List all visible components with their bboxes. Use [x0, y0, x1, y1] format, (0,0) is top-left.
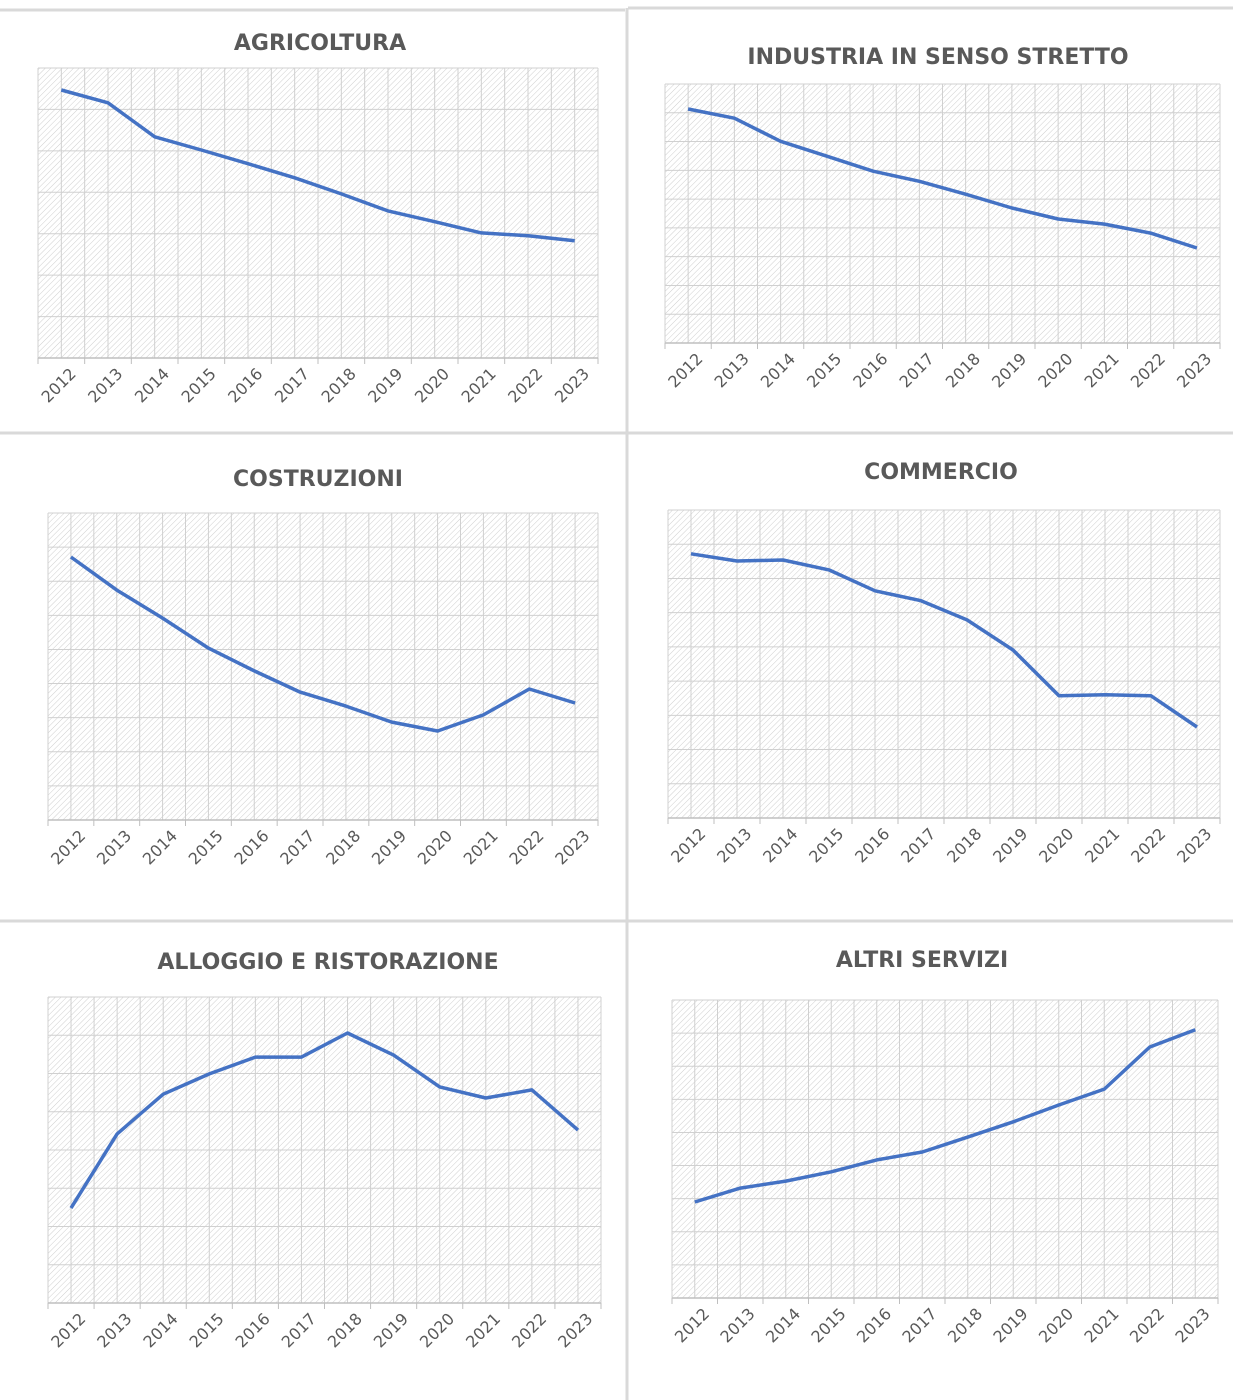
- x-tick-label: 2015: [807, 1304, 849, 1346]
- x-tick-label: 2015: [805, 824, 847, 866]
- line-series: [690, 552, 1198, 729]
- x-tick-label: 2014: [762, 1304, 804, 1346]
- x-tick-label: 2016: [232, 1309, 274, 1351]
- x-tick-label: 2017: [897, 824, 939, 866]
- x-tick-label: 2014: [759, 824, 801, 866]
- x-tick-label: 2022: [508, 1309, 550, 1351]
- x-tick-label: 2018: [942, 349, 984, 391]
- x-tick-label: 2013: [93, 826, 135, 868]
- x-tick-label: 2013: [716, 1304, 758, 1346]
- x-tick-label: 2017: [898, 1304, 940, 1346]
- x-tick-label: 2021: [458, 364, 500, 406]
- chart: COMMERCIO 2012 2013 2014 2015 2016 2017 2018 201…: [667, 460, 1221, 866]
- x-tick-label: 2019: [370, 1309, 412, 1351]
- x-tick-label: 2013: [93, 1309, 135, 1351]
- x-tick-label: 2012: [47, 1309, 89, 1351]
- x-tick-label: 2023: [1171, 1304, 1213, 1346]
- chart-title: ALLOGGIO E RISTORAZIONE: [157, 950, 498, 975]
- x-tick-label: 2019: [368, 826, 410, 868]
- x-tick-label: 2023: [551, 826, 593, 868]
- x-tick-label: 2017: [271, 364, 313, 406]
- chart-title: AGRICOLTURA: [234, 31, 406, 56]
- x-tick-label: 2016: [851, 824, 893, 866]
- x-tick-label: 2022: [504, 364, 546, 406]
- x-tick-label: 2023: [551, 364, 593, 406]
- x-tick-label: 2014: [139, 1309, 181, 1351]
- x-tick-label: 2012: [47, 826, 89, 868]
- x-tick-label: 2012: [38, 364, 80, 406]
- x-tick-label: 2023: [1173, 824, 1215, 866]
- x-tick-label: 2015: [185, 1309, 227, 1351]
- x-tick-label: 2019: [364, 364, 406, 406]
- x-tick-label: 2017: [896, 349, 938, 391]
- x-tick-label: 2013: [713, 824, 755, 866]
- x-tick-label: 2018: [943, 824, 985, 866]
- x-tick-label: 2022: [1127, 824, 1169, 866]
- x-tick-label: 2019: [988, 349, 1030, 391]
- x-tick-label: 2017: [276, 826, 318, 868]
- x-tick-label: 2020: [1035, 824, 1077, 866]
- line-series: [69, 555, 576, 733]
- x-tick-label: 2020: [1034, 349, 1076, 391]
- x-tick-label: 2016: [230, 826, 272, 868]
- x-tick-label: 2014: [757, 349, 799, 391]
- x-tick-label: 2021: [1080, 1304, 1122, 1346]
- x-tick-label: 2015: [185, 826, 227, 868]
- x-tick-label: 2020: [414, 826, 456, 868]
- x-tick-label: 2022: [505, 826, 547, 868]
- x-tick-label: 2014: [131, 364, 173, 406]
- x-tick-label: 2021: [1081, 824, 1123, 866]
- line-series: [694, 1028, 1196, 1204]
- x-tick-label: 2012: [671, 1304, 713, 1346]
- x-tick-label: 2015: [803, 349, 845, 391]
- x-tick-label: 2019: [989, 824, 1031, 866]
- x-tick-label: 2013: [84, 364, 126, 406]
- x-tick-label: 2018: [944, 1304, 986, 1346]
- x-tick-label: 2017: [278, 1309, 320, 1351]
- x-tick-label: 2016: [224, 364, 266, 406]
- x-tick-label: 2022: [1126, 1304, 1168, 1346]
- x-tick-label: 2020: [1035, 1304, 1077, 1346]
- x-tick-label: 2016: [853, 1304, 895, 1346]
- line-series: [69, 1031, 580, 1210]
- x-tick-label: 2021: [460, 826, 502, 868]
- x-tick-label: 2018: [324, 1309, 366, 1351]
- x-tick-label: 2022: [1127, 349, 1169, 391]
- x-tick-label: 2018: [322, 826, 364, 868]
- x-tick-label: 2018: [318, 364, 360, 406]
- x-tick-label: 2014: [139, 826, 181, 868]
- x-tick-label: 2016: [849, 349, 891, 391]
- x-tick-label: 2023: [1173, 349, 1215, 391]
- chart-title: INDUSTRIA IN SENSO STRETTO: [747, 45, 1128, 70]
- x-tick-label: 2020: [411, 364, 453, 406]
- chart-title: COSTRUZIONI: [233, 467, 403, 492]
- chart-title: COMMERCIO: [864, 460, 1018, 485]
- x-tick-label: 2023: [554, 1309, 596, 1351]
- line-series: [687, 107, 1198, 250]
- chart-title: ALTRI SERVIZI: [836, 948, 1008, 973]
- x-tick-label: 2021: [1081, 349, 1123, 391]
- x-tick-label: 2012: [664, 349, 706, 391]
- x-tick-label: 2020: [416, 1309, 458, 1351]
- line-series: [60, 88, 575, 243]
- x-tick-label: 2021: [462, 1309, 504, 1351]
- panel-borders: [0, 6, 1233, 1400]
- x-tick-label: 2015: [178, 364, 220, 406]
- x-tick-label: 2013: [711, 349, 753, 391]
- x-tick-label: 2019: [989, 1304, 1031, 1346]
- x-tick-label: 2012: [667, 824, 709, 866]
